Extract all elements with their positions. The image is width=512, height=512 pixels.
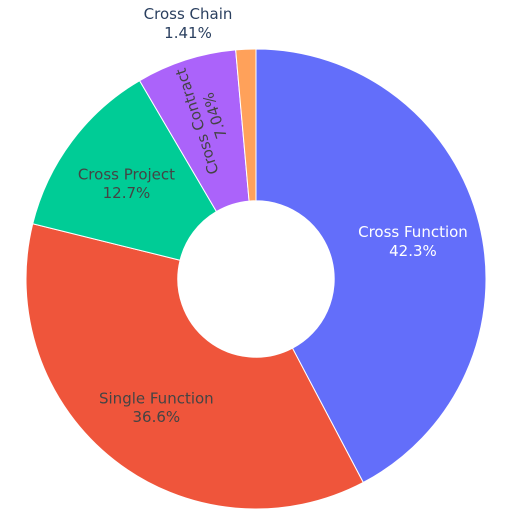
slice-label-cross-chain: Cross Chain 1.41% bbox=[144, 5, 233, 42]
slice-cross-chain[interactable] bbox=[235, 48, 257, 202]
slice-single-function[interactable] bbox=[25, 223, 364, 510]
slice-label-cross-function: Cross Function 42.3% bbox=[358, 223, 468, 260]
slice-label-cross-project: Cross Project 12.7% bbox=[78, 165, 175, 202]
donut-slices bbox=[25, 48, 487, 510]
slice-label-single-function: Single Function 36.6% bbox=[99, 389, 214, 426]
slice-cross-project[interactable] bbox=[32, 79, 218, 261]
slice-cross-function[interactable] bbox=[255, 48, 487, 484]
